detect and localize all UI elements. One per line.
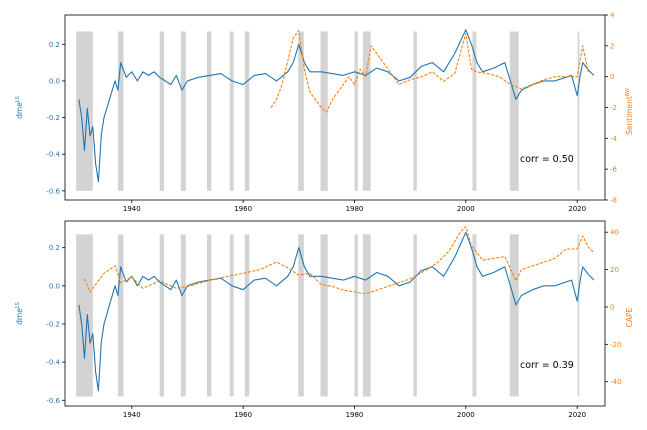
recession-band [244,234,250,397]
y-tick-label-right: 40 [610,229,619,237]
recession-band [362,31,371,191]
y-tick-label-right: -6 [610,166,618,174]
recession-band [354,234,358,397]
y-tick-label-left: 0.0 [49,282,60,290]
recession-band [354,31,358,191]
y-tick-label-right: -20 [610,341,621,349]
series-line-dme [78,231,595,392]
y-tick-label-left: -0.2 [46,320,60,328]
y-tick-label-left: 0.2 [49,244,60,252]
x-tick-label: 2000 [457,411,475,419]
recession-band [413,234,417,397]
panel-top: 1940 1960 1980 2000 2020 -0.6 -0.4 -0.2 0.0 0.2 -8… [15,12,634,214]
series-line-dme [78,29,595,183]
recession-band [509,31,519,191]
recession-band [472,234,477,397]
x-tick-label: 1940 [123,205,141,213]
y-tick-label-left: -0.6 [46,397,60,405]
plot-frame [64,14,606,201]
recession-band [159,234,165,397]
recession-band [229,31,234,191]
y-tick-label-right: 2 [610,42,614,50]
y-axis-label-right: SentimentBW [625,88,634,135]
y-axis-label-left: dmeLS [15,302,24,325]
plot-frame [64,220,606,407]
y-tick-label-left: -0.2 [46,114,60,122]
recession-band [320,31,328,191]
x-tick-label: 1960 [234,205,252,213]
x-tick-label: 1980 [346,411,364,419]
y-tick-label-left: -0.4 [46,359,60,367]
recession-band [229,234,234,397]
series-line-indicator [83,226,595,295]
y-axis-label-right-superscript: BW [625,88,631,96]
recession-band [180,234,186,397]
y-axis-label-left-superscript: LS [15,96,21,102]
x-tick-label: 1980 [346,205,364,213]
y-tick-label-right: -4 [610,135,618,143]
y-tick-label-right: -2 [610,104,617,112]
recession-band [320,234,328,397]
y-tick-label-right: 20 [610,266,619,274]
recession-band [206,234,212,397]
recession-band [180,31,186,191]
recession-band [577,31,580,191]
recession-band [298,31,304,191]
recession-band [159,31,165,191]
y-tick-label-right: -8 [610,197,617,205]
x-tick-label: 2020 [568,205,586,213]
recession-band [76,234,93,397]
y-axis-label-right: CAPE [625,307,634,327]
recession-band [509,234,519,397]
recession-band [244,31,250,191]
y-tick-label-right: 0 [610,73,614,81]
series-line-indicator [270,29,589,113]
y-axis-label-left-superscript: LS [15,302,21,308]
recession-band [577,234,580,397]
corr-annotation: corr = 0.50 [520,154,574,165]
recession-band [117,31,124,191]
y-tick-label-left: 0.2 [49,41,60,49]
corr-annotation: corr = 0.39 [520,360,574,371]
y-axis-label-left: dmeLS [15,96,24,119]
recession-band [117,234,124,397]
recession-band [76,31,93,191]
recession-band [298,234,304,397]
y-tick-label-right: 4 [610,12,615,20]
y-tick-label-left: -0.6 [46,187,60,195]
y-tick-label-right: -40 [610,378,621,386]
x-tick-label: 2020 [568,411,586,419]
x-tick-label: 2000 [457,205,475,213]
recession-band [362,234,371,397]
recession-band [206,31,212,191]
y-tick-label-left: 0.0 [49,77,60,85]
x-tick-label: 1940 [123,411,141,419]
panel-bottom: 1940 1960 1980 2000 2020 -0.6 -0.4 -0.2 0.0 0.2 -4… [15,220,634,419]
y-tick-label-right: 0 [610,303,614,311]
recession-band [413,31,417,191]
x-tick-label: 1960 [234,411,252,419]
y-tick-label-left: -0.4 [46,151,60,159]
recession-band [472,31,477,191]
